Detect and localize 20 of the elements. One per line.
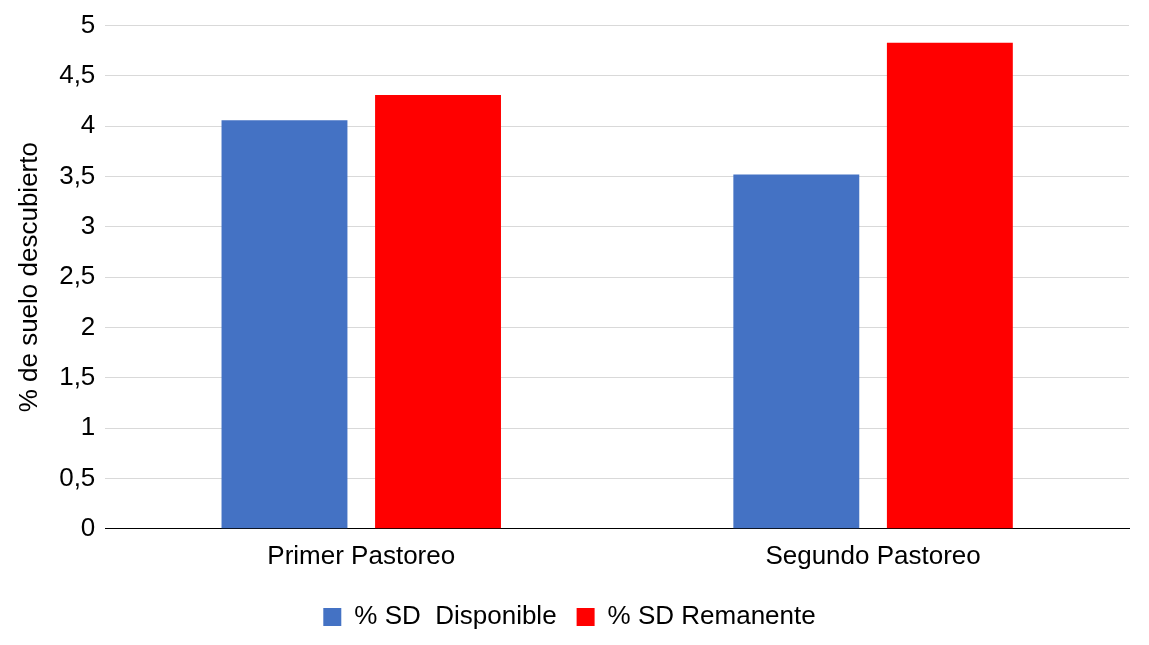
x-tick-label: Primer Pastoreo xyxy=(267,539,456,570)
y-tick-label: 4,5 xyxy=(59,59,96,90)
y-tick-label: 0,5 xyxy=(59,461,96,492)
x-tick-label: Segundo Pastoreo xyxy=(765,539,981,570)
y-tick-label: 0 xyxy=(80,511,96,542)
y-tick-label: 1 xyxy=(80,411,96,442)
bar xyxy=(221,120,348,529)
bar xyxy=(733,174,860,529)
y-tick-label: 3 xyxy=(80,210,96,241)
bar xyxy=(375,95,501,529)
y-tick-label: 3,5 xyxy=(59,159,96,190)
legend-label: % SD Disponible xyxy=(354,600,557,631)
legend-label: % SD Remanente xyxy=(607,600,816,631)
y-tick-label: 1,5 xyxy=(59,361,96,392)
y-tick-label: 5 xyxy=(80,8,96,39)
y-tick-label: 4 xyxy=(80,109,96,140)
y-axis-title: % de suelo descubierto xyxy=(12,142,43,413)
bar xyxy=(886,42,1013,529)
y-tick-label: 2,5 xyxy=(59,260,96,291)
y-tick-label: 2 xyxy=(80,310,96,341)
